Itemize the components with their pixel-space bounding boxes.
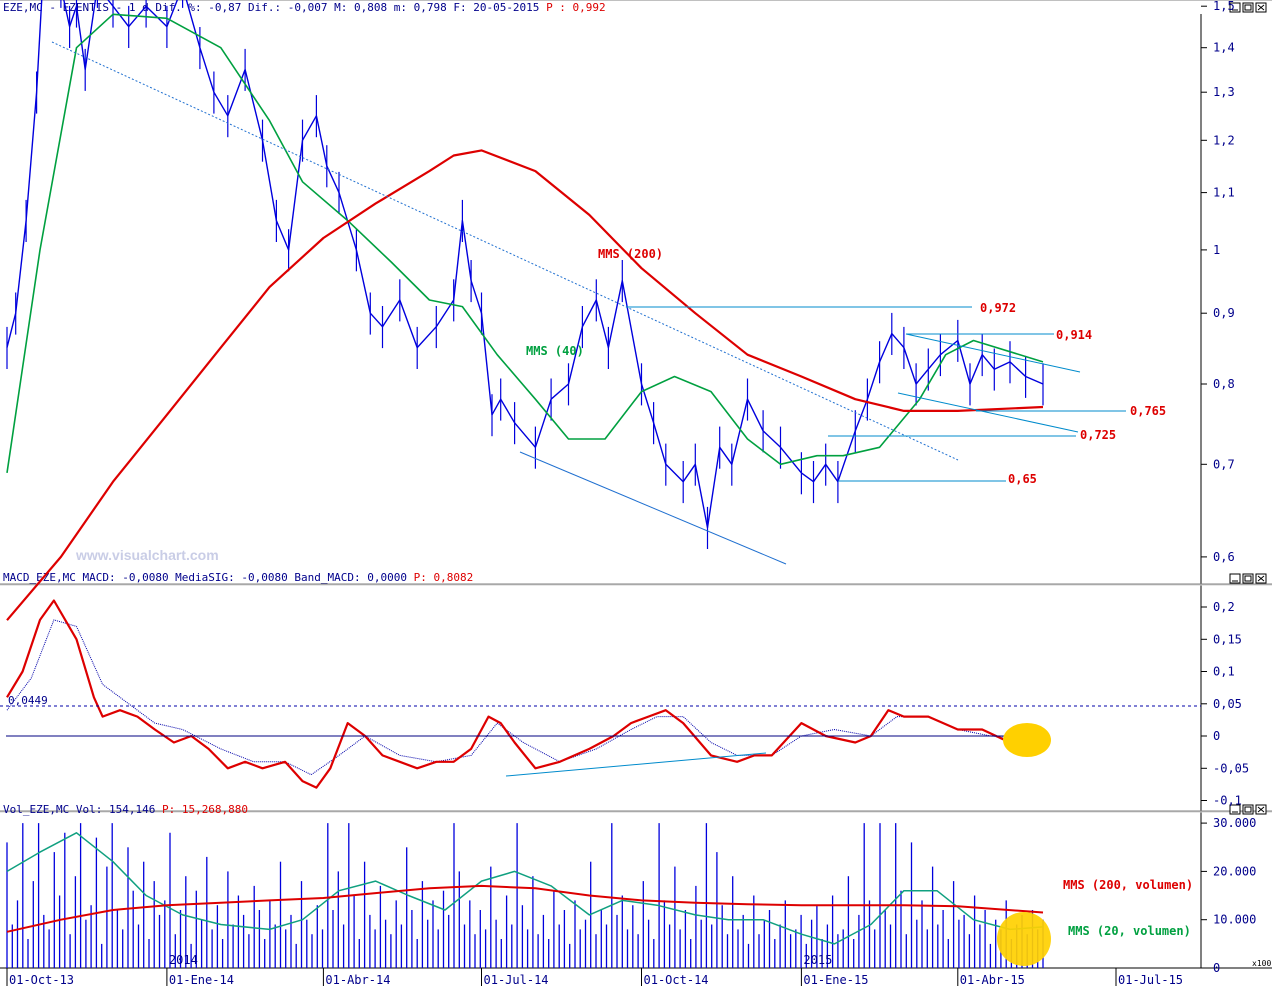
macd-y-tick-label: -0,05 xyxy=(1213,761,1249,775)
price-drawings xyxy=(51,41,1126,565)
label-vol-mms-20: MMS (20, volumen) xyxy=(1068,924,1191,938)
price-header-main: EZE,MC - EZENTIS - 1 d Dif. %: -0,87 Dif… xyxy=(3,1,546,14)
price-y-tick-label: 1,4 xyxy=(1213,41,1235,55)
x-tick-label: 01-Jul-14 xyxy=(484,973,549,987)
price-panel-controls xyxy=(1229,2,1267,13)
volume-y-tick-label: 10.000 xyxy=(1213,913,1256,927)
volume-highlight-circle xyxy=(997,912,1051,966)
label-mms-40: MMS (40) xyxy=(526,344,584,358)
minimize-icon[interactable] xyxy=(1229,573,1241,584)
macd-y-tick-label: 0 xyxy=(1213,729,1220,743)
volume-panel xyxy=(6,832,1044,945)
price-y-tick-label: 0,6 xyxy=(1213,550,1235,564)
macd-signal-line xyxy=(6,619,1044,776)
volume-y-tick-label: 20.000 xyxy=(1213,864,1256,878)
vol-mms200-line xyxy=(6,884,1044,933)
macd-reference-label: 0,0449 xyxy=(8,694,48,707)
volume-y-tick-label: 30.000 xyxy=(1213,816,1256,830)
x-tick-label: 01-Abr-14 xyxy=(325,973,390,987)
macd-drawings: 0,0449 xyxy=(0,694,1201,777)
macd-y-tick-label: 0,05 xyxy=(1213,697,1242,711)
price-y-tick-label: 1 xyxy=(1213,243,1220,257)
label-vol-mms-200: MMS (200, volumen) xyxy=(1063,878,1193,892)
price-header-p: P : 0,992 xyxy=(546,1,606,14)
macd-line xyxy=(6,599,1044,789)
close-glyph xyxy=(1257,806,1265,813)
label-0972: 0,972 xyxy=(980,301,1016,315)
vol-mms20-line xyxy=(6,832,1044,945)
mms40-line xyxy=(6,13,1044,474)
price-y-tick-label: 1,3 xyxy=(1213,85,1235,99)
price-y-tick-label: 1,5 xyxy=(1213,0,1235,13)
macd-panel-header: MACD_EZE,MC MACD: -0,0080 MediaSIG: -0,0… xyxy=(3,571,473,584)
axes: 0,60,70,80,911,11,21,31,41,51,61,71,81,9… xyxy=(6,0,1256,987)
macd-y-tick-label: 0,2 xyxy=(1213,600,1235,614)
macd-y-tick-label: -0,1 xyxy=(1213,794,1242,808)
x-tick-label: 01-Oct-13 xyxy=(9,973,74,987)
downtrend-dotted-line xyxy=(51,41,959,461)
maximize-glyph xyxy=(1244,575,1252,582)
volume-y-tick-label: 0 xyxy=(1213,961,1220,975)
maximize-icon[interactable] xyxy=(1242,573,1254,584)
maximize-icon[interactable] xyxy=(1242,2,1254,13)
mms200-line xyxy=(6,149,1044,621)
volume-panel-header: Vol_EZE,MC Vol: 154,146 P: 15,268,880 xyxy=(3,803,248,816)
macd-y-tick-label: 0,1 xyxy=(1213,665,1235,679)
watermark: www.visualchart.com xyxy=(75,547,219,563)
minimize-icon[interactable] xyxy=(1229,2,1241,13)
volume-bars xyxy=(6,823,1044,968)
x-tick-label: 01-Oct-14 xyxy=(644,973,709,987)
x-tick-label: 01-Abr-15 xyxy=(960,973,1025,987)
year-label: 2014 xyxy=(169,953,198,967)
volume-panel-controls xyxy=(1229,804,1267,815)
maximize-glyph xyxy=(1244,4,1252,11)
label-mms-200: MMS (200) xyxy=(598,247,663,261)
price-y-tick-label: 0,8 xyxy=(1213,377,1235,391)
year-label: 2015 xyxy=(803,953,832,967)
label-065: 0,65 xyxy=(1008,472,1037,486)
close-glyph xyxy=(1257,4,1265,11)
x-tick-label: 01-Ene-14 xyxy=(169,973,234,987)
volume-header-p: P: 15,268,880 xyxy=(162,803,248,816)
x-tick-label: 01-Ene-15 xyxy=(803,973,868,987)
price-panel-header: EZE,MC - EZENTIS - 1 d Dif. %: -0,87 Dif… xyxy=(3,1,606,14)
close-glyph xyxy=(1257,575,1265,582)
price-y-tick-label: 0,7 xyxy=(1213,457,1235,471)
label-0914: 0,914 xyxy=(1056,328,1092,342)
price-series-line xyxy=(6,0,1044,529)
label-0725: 0,725 xyxy=(1080,428,1116,442)
macd-panel xyxy=(6,599,1044,789)
upper-triangle-line xyxy=(905,333,1081,373)
volume-header-main: Vol_EZE,MC Vol: 154,146 xyxy=(3,803,162,816)
price-annotation-labels: MMS (200) MMS (40) 0,972 0,914 0,765 0,7… xyxy=(526,247,1166,486)
macd-header-p: P: 0,8082 xyxy=(414,571,474,584)
macd-divergence-line xyxy=(505,752,767,777)
price-y-tick-label: 1,1 xyxy=(1213,186,1235,200)
lower-channel-line xyxy=(519,451,787,565)
price-y-tick-label: 1,2 xyxy=(1213,133,1235,147)
macd-y-tick-label: 0,15 xyxy=(1213,632,1242,646)
maximize-icon[interactable] xyxy=(1242,804,1254,815)
price-y-tick-label: 0,9 xyxy=(1213,306,1235,320)
price-panel xyxy=(6,0,1044,621)
x-tick-label: 01-Jul-15 xyxy=(1118,973,1183,987)
macd-header-main: MACD_EZE,MC MACD: -0,0080 MediaSIG: -0,0… xyxy=(3,571,414,584)
volume-unit-label: x100 xyxy=(1252,959,1271,968)
minimize-icon[interactable] xyxy=(1229,804,1241,815)
macd-panel-controls xyxy=(1229,573,1267,584)
lower-triangle-line xyxy=(897,392,1079,433)
macd-highlight-circle xyxy=(1003,723,1051,757)
maximize-glyph xyxy=(1244,806,1252,813)
label-0765: 0,765 xyxy=(1130,404,1166,418)
